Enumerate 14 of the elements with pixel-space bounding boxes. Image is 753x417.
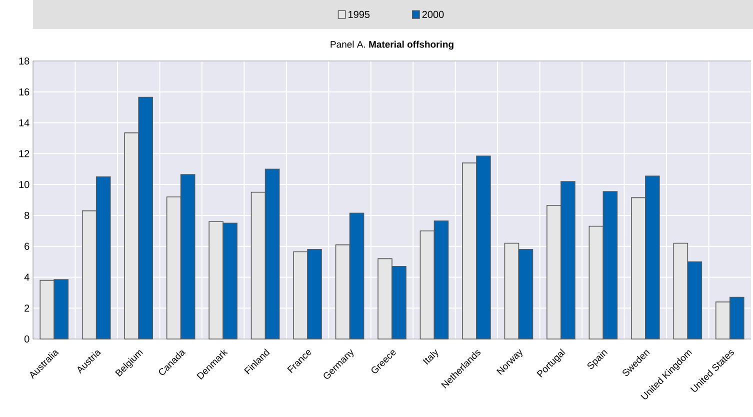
y-tick-label: 2 bbox=[24, 304, 30, 312]
y-tick-label: 0 bbox=[24, 335, 30, 343]
y-tick-label: 6 bbox=[24, 242, 30, 250]
chart-title: Panel A. Material offshoring bbox=[330, 40, 454, 50]
y-tick-label: 14 bbox=[19, 119, 30, 126]
y-tick-label: 16 bbox=[19, 88, 30, 96]
y-tick-label: 12 bbox=[19, 150, 30, 158]
y-tick-label: 8 bbox=[24, 212, 30, 219]
y-tick-label: 18 bbox=[19, 57, 30, 65]
x-tick-label: Italy bbox=[422, 349, 438, 365]
y-tick-label: 4 bbox=[24, 274, 30, 281]
legend-label: 1995 bbox=[348, 10, 370, 18]
y-tick-label: 10 bbox=[19, 181, 30, 188]
legend-label: 2000 bbox=[422, 10, 444, 18]
